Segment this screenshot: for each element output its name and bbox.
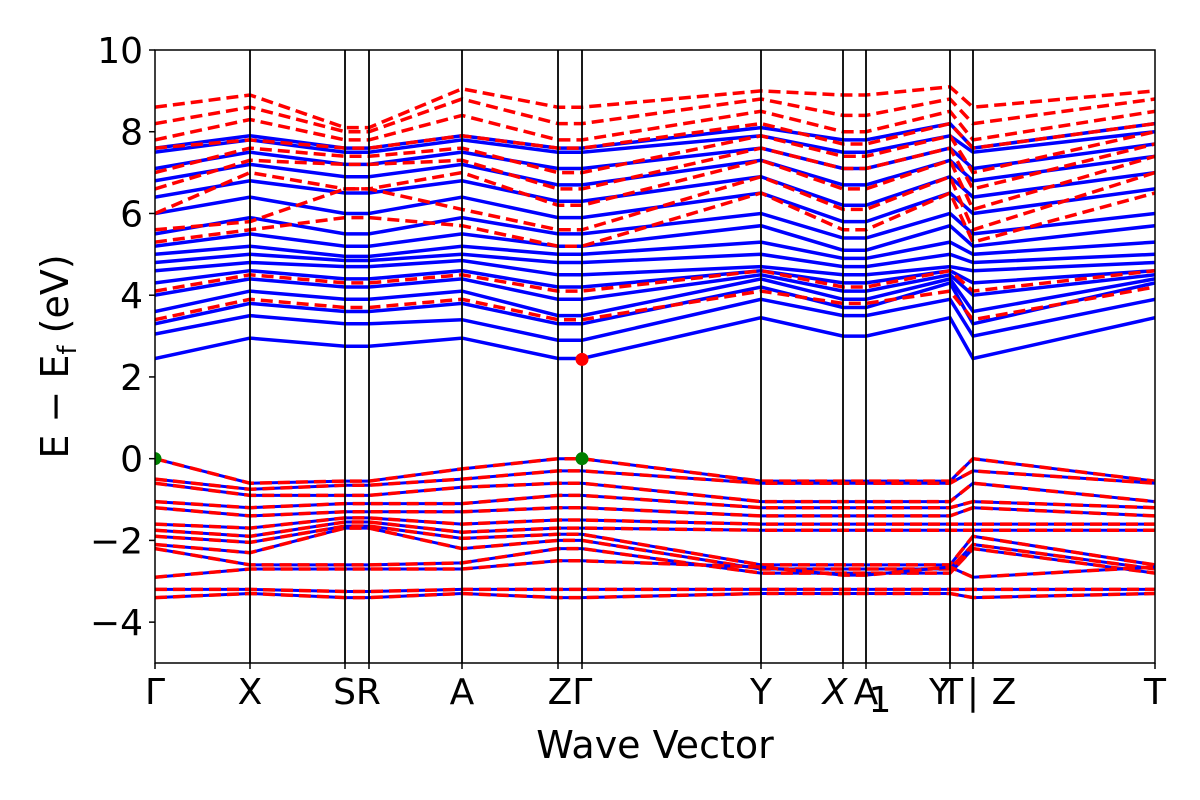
x-tick-label: T — [1143, 672, 1167, 713]
y-axis-label-main: E − E — [33, 355, 77, 459]
x-axis-ticks: Γ X SR A ZΓ Y X A1 YT | Z T — [145, 663, 1167, 721]
y-axis-label: E − Ef (eV) — [33, 254, 83, 458]
x-tick-label: X — [821, 672, 849, 713]
x-tick-label: ZΓ — [548, 672, 593, 713]
x-tick-label: X — [238, 672, 263, 713]
y-tick-label: 4 — [120, 276, 143, 317]
x-tick-label: | — [967, 672, 979, 713]
band-edge-marker — [155, 452, 162, 466]
y-axis-label-unit: (eV) — [33, 254, 77, 333]
x-tick-label: Γ — [145, 672, 165, 713]
x-tick-label: Y — [749, 672, 773, 713]
x-axis-label: Wave Vector — [536, 723, 774, 767]
y-tick-label: 2 — [120, 358, 143, 399]
x-tick-label: 1 — [869, 680, 892, 721]
y-tick-label: −4 — [90, 603, 143, 644]
plot-area — [155, 50, 1155, 663]
y-axis-label-subscript: f — [53, 345, 83, 355]
x-tick-label: SR — [333, 672, 381, 713]
x-tick-label: A — [854, 672, 879, 713]
svg-text:E − Ef (eV): E − Ef (eV) — [33, 254, 83, 458]
y-tick-label: 6 — [120, 194, 143, 235]
y-tick-label: −2 — [90, 521, 143, 562]
y-tick-label: 10 — [97, 31, 143, 72]
x-tick-label: Z — [992, 672, 1017, 713]
x-tick-label: Y — [928, 672, 952, 713]
band-edge-marker — [575, 452, 589, 466]
y-tick-label: 8 — [120, 113, 143, 154]
band-edge-marker — [575, 352, 589, 366]
plot-frame — [154, 49, 1156, 664]
x-tick-label: A — [450, 672, 475, 713]
x-tick-label: T — [940, 672, 964, 713]
y-axis-ticks: −4 −2 0 2 4 6 8 10 — [90, 31, 155, 644]
y-tick-label: 0 — [120, 440, 143, 481]
